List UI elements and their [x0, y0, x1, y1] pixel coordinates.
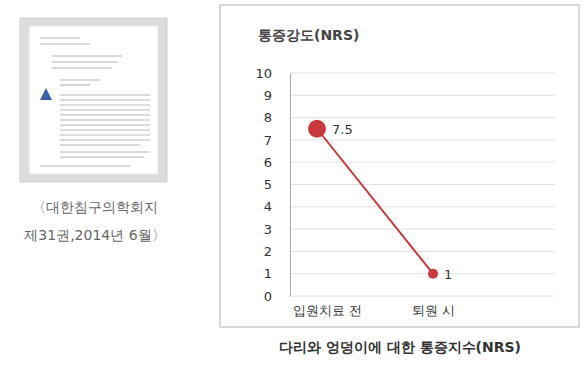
thumbnail-text-line	[40, 37, 80, 38]
grid-line	[290, 162, 555, 163]
y-tick-label: 5	[264, 177, 272, 192]
y-tick: 4	[264, 199, 290, 214]
data-point	[308, 120, 326, 138]
y-tick-label: 1	[264, 266, 272, 281]
grid-line	[290, 117, 555, 118]
thumbnail-page	[29, 26, 158, 174]
thumbnail-text-line	[52, 61, 118, 62]
grid-line	[290, 73, 555, 74]
y-tick-label: 6	[264, 155, 272, 170]
paper-thumbnail	[20, 18, 167, 182]
thumbnail-text-line	[60, 139, 150, 140]
y-tick-label: 8	[264, 110, 272, 125]
thumbnail-text-line	[40, 43, 90, 44]
y-tick: 8	[264, 110, 290, 125]
y-axis: 0 1 2 3 4 5 6 7 8 9 10	[255, 66, 290, 304]
y-tick: 0	[264, 289, 290, 304]
y-tick-label: 10	[255, 66, 272, 81]
source-journal: 〈대한침구의학회지	[32, 199, 158, 215]
thumbnail-text-line	[60, 84, 90, 85]
grid-line	[290, 273, 555, 274]
grid-line	[290, 296, 555, 297]
x-tick: 입원치료 전	[293, 296, 362, 318]
y-tick-label: 4	[264, 199, 272, 214]
thumbnail-text-line	[52, 67, 112, 68]
data-labels: 7.51	[332, 122, 452, 282]
thumbnail-text-line	[60, 124, 150, 125]
thumbnail-text-line	[60, 151, 150, 152]
y-tick-label: 3	[264, 222, 272, 237]
thumbnail-text-line	[52, 55, 122, 56]
thumbnail-logo	[40, 88, 52, 100]
grid-line	[290, 139, 555, 140]
source-issue: 제31권,2014년 6월〉	[24, 227, 165, 243]
thumbnail-text-line	[60, 134, 150, 135]
y-tick: 5	[264, 177, 290, 192]
chart-title: 다리와 엉덩이에 대한 통증지수(NRS)	[279, 339, 521, 355]
x-axis: 입원치료 전 퇴원 시	[293, 296, 455, 318]
thumbnail-frame	[20, 18, 167, 182]
grid-line	[290, 184, 555, 185]
thumbnail-text-line	[60, 109, 150, 110]
y-tick-label: 7	[264, 133, 272, 148]
data-line	[317, 129, 433, 274]
y-tick: 7	[264, 133, 290, 148]
grid-line	[290, 251, 555, 252]
y-tick-label: 0	[264, 289, 272, 304]
thumbnail-text-line	[60, 94, 150, 95]
x-tick-label: 입원치료 전	[293, 303, 362, 318]
thumbnail-text-line	[60, 114, 150, 115]
y-tick: 10	[255, 66, 290, 81]
data-point	[428, 269, 438, 279]
grid-line	[290, 95, 555, 96]
y-tick-label: 9	[264, 88, 272, 103]
data-label: 1	[444, 267, 452, 282]
thumbnail-text-line	[60, 104, 150, 105]
thumbnail-text-line	[60, 79, 100, 80]
thumbnail-text-line	[60, 156, 144, 157]
y-axis-line	[290, 74, 291, 297]
chart-svg: 〈대한침구의학회지제31권,2014년 6월〉 0 1 2 3 4 5 6 7 8 9 10 입원치료 …	[0, 0, 585, 380]
thumbnail-text-line	[60, 129, 150, 130]
y-tick: 6	[264, 155, 290, 170]
thumbnail-text-line	[60, 119, 150, 120]
grid-line	[290, 229, 555, 230]
chart-frame	[220, 5, 579, 327]
grid	[290, 73, 555, 296]
y-axis-title: 통증강도(NRS)	[258, 27, 359, 43]
y-tick: 1	[264, 266, 290, 281]
thumbnail-text-line	[60, 99, 150, 100]
thumbnail-text-line	[40, 165, 130, 166]
y-tick: 3	[264, 222, 290, 237]
data-label: 7.5	[332, 122, 353, 137]
x-tick-label: 퇴원 시	[412, 303, 455, 318]
y-tick-label: 2	[264, 244, 272, 259]
y-tick: 9	[264, 88, 290, 103]
grid-line	[290, 206, 555, 207]
thumbnail-text-line	[60, 144, 140, 145]
marks	[308, 120, 438, 279]
y-tick: 2	[264, 244, 290, 259]
x-tick: 퇴원 시	[412, 296, 455, 318]
